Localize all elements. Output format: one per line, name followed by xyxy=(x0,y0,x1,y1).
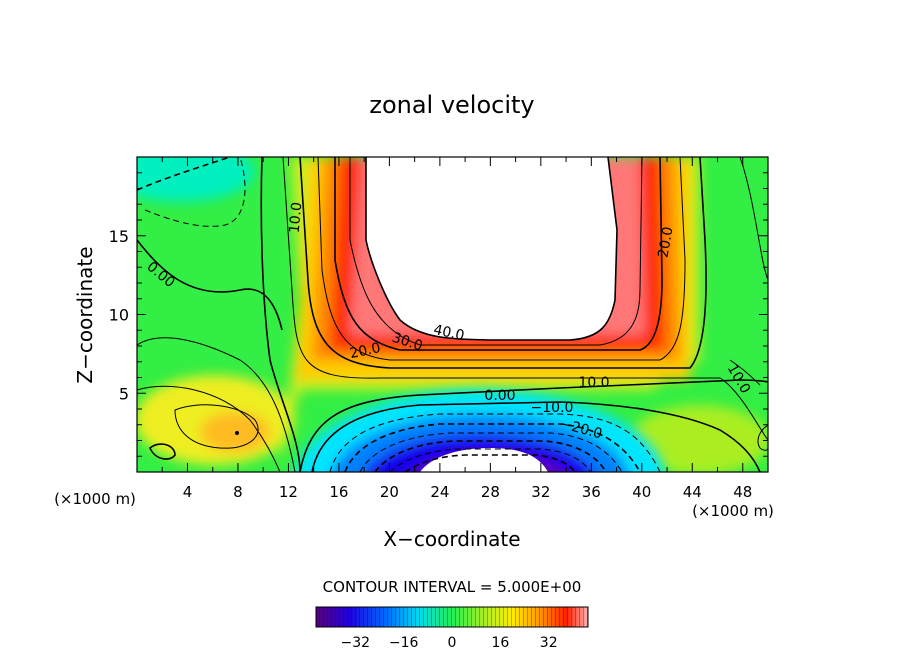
colorbar-tick-label: 16 xyxy=(491,635,509,651)
yellowgreen-region-bottomright xyxy=(630,405,768,472)
x-tick-label: 48 xyxy=(733,483,752,501)
contour-neg5-topleft xyxy=(137,157,231,191)
contour-5 xyxy=(137,337,296,472)
chart-title: zonal velocity xyxy=(369,91,534,119)
contour-local-max xyxy=(174,404,259,449)
contour-15 xyxy=(282,157,768,441)
x-tick-label: 8 xyxy=(233,483,243,501)
x-tick-label: 44 xyxy=(683,483,702,501)
contour-label: 20.0 xyxy=(655,226,676,259)
jet-core-maximum xyxy=(366,157,617,340)
colorbar-tick-label: −16 xyxy=(389,635,419,651)
contour-25 xyxy=(317,157,686,361)
contour-neg25 xyxy=(389,448,591,472)
contour-20 xyxy=(299,157,707,369)
x-tick-label: 4 xyxy=(183,483,193,501)
contour-label: 40.0 xyxy=(432,322,466,344)
x-unit-label-left: (×1000 m) xyxy=(54,490,136,508)
contour-label: 0.00 xyxy=(484,388,515,404)
x-tick-label: 32 xyxy=(531,483,550,501)
contour-35 xyxy=(349,157,643,346)
contour-label: 10.0 xyxy=(578,375,609,391)
colorbar-frame xyxy=(315,606,589,628)
y-tick-label: 10 xyxy=(109,306,129,325)
x-tick-label: 12 xyxy=(279,483,298,501)
colorbar-tick-label: −32 xyxy=(341,635,371,651)
contour-10-left xyxy=(260,157,301,472)
contour-10-lowerleft xyxy=(137,385,281,472)
x-tick-label: 28 xyxy=(481,483,500,501)
x-axis-label: X−coordinate xyxy=(383,527,520,551)
contour-neg15 xyxy=(359,432,623,472)
x-unit-label-right: (×1000 m) xyxy=(692,502,774,520)
contour-neg5 xyxy=(329,413,661,472)
contour-neg30 xyxy=(404,454,576,472)
local-maximum-dot xyxy=(235,431,239,435)
contour-5-topright xyxy=(739,157,768,281)
colorbar: −32 −16 0 16 32 xyxy=(315,606,589,651)
y-tick-label: 5 xyxy=(119,384,129,403)
cyan-region-topleft xyxy=(137,157,255,202)
contour-0-upper xyxy=(137,239,283,331)
contour-neg10 xyxy=(344,423,641,472)
y-axis: 5 10 15 xyxy=(109,172,768,457)
x-tick-label: 36 xyxy=(582,483,601,501)
contour-lines xyxy=(137,157,768,472)
colorbar-bins xyxy=(316,607,588,627)
contour-edge-right xyxy=(757,424,768,451)
colorbar-tick-label: 0 xyxy=(448,635,457,651)
contour-small-loop xyxy=(149,443,176,460)
colorbar-tick-label: 32 xyxy=(540,635,558,651)
contour-label: −10.0 xyxy=(531,400,574,416)
contour-0-lower xyxy=(311,401,761,472)
x-tick-label: 40 xyxy=(632,483,651,501)
y-tick-label: 15 xyxy=(109,227,129,246)
orange-region-bottomleft xyxy=(200,412,270,452)
contour-neg0-topleft xyxy=(144,157,246,227)
contour-label: 10.0 xyxy=(287,201,306,233)
contour-neg20 xyxy=(374,440,607,472)
contour-field: 40.0 30.0 20.0 10.0 20.0 10.0 0.00 −10.0… xyxy=(137,157,768,472)
contour-40 xyxy=(365,157,618,341)
contour-10-right xyxy=(299,379,768,472)
contour-10-rightloop xyxy=(729,359,761,386)
minimum-core xyxy=(420,448,548,472)
contour-label: 20.0 xyxy=(348,340,382,362)
x-tick-label: 24 xyxy=(430,483,449,501)
y-axis-label: Z−coordinate xyxy=(73,246,97,383)
x-tick-label: 20 xyxy=(380,483,399,501)
contour-30 xyxy=(334,157,663,351)
contour-interval-text: CONTOUR INTERVAL = 5.000E+00 xyxy=(323,578,582,596)
x-axis: 4 8 12 16 20 24 28 32 36 40 44 48 xyxy=(161,157,752,501)
colorbar-ticks: −32 −16 0 16 32 xyxy=(341,635,558,651)
x-tick-label: 16 xyxy=(329,483,348,501)
